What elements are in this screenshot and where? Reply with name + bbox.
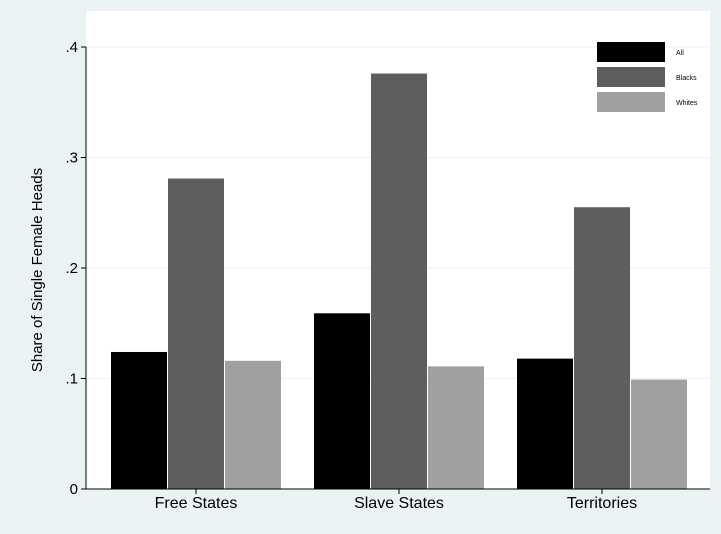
bar-whites-territories bbox=[631, 379, 687, 489]
bar-all-territories bbox=[517, 358, 573, 489]
bar-all-slave-states bbox=[314, 313, 370, 489]
bar-blacks-territories bbox=[574, 207, 630, 489]
x-tick-label: Territories bbox=[567, 495, 637, 512]
y-axis-label: Share of Single Female Heads bbox=[29, 168, 46, 372]
y-tick-label: .4 bbox=[65, 39, 78, 56]
y-tick-label: .3 bbox=[65, 150, 78, 167]
legend-label-whites: Whites bbox=[676, 100, 698, 107]
x-tick-label: Free States bbox=[155, 495, 238, 512]
y-tick-label: 0 bbox=[70, 481, 78, 498]
legend: All Blacks Whites bbox=[597, 42, 698, 112]
bar-whites-free-states bbox=[225, 360, 281, 489]
legend-swatch-all bbox=[597, 42, 665, 62]
y-tick-label: .1 bbox=[65, 371, 78, 388]
bar-all-free-states bbox=[111, 351, 167, 489]
bar-blacks-free-states bbox=[168, 178, 224, 489]
legend-label-blacks: Blacks bbox=[676, 75, 697, 82]
legend-label-all: All bbox=[676, 50, 684, 57]
bar-blacks-slave-states bbox=[371, 73, 427, 490]
legend-swatch-blacks bbox=[597, 67, 665, 87]
y-tick-label: .2 bbox=[65, 260, 78, 277]
legend-swatch-whites bbox=[597, 92, 665, 112]
bar-whites-slave-states bbox=[428, 366, 484, 489]
x-tick-label: Slave States bbox=[354, 495, 444, 512]
